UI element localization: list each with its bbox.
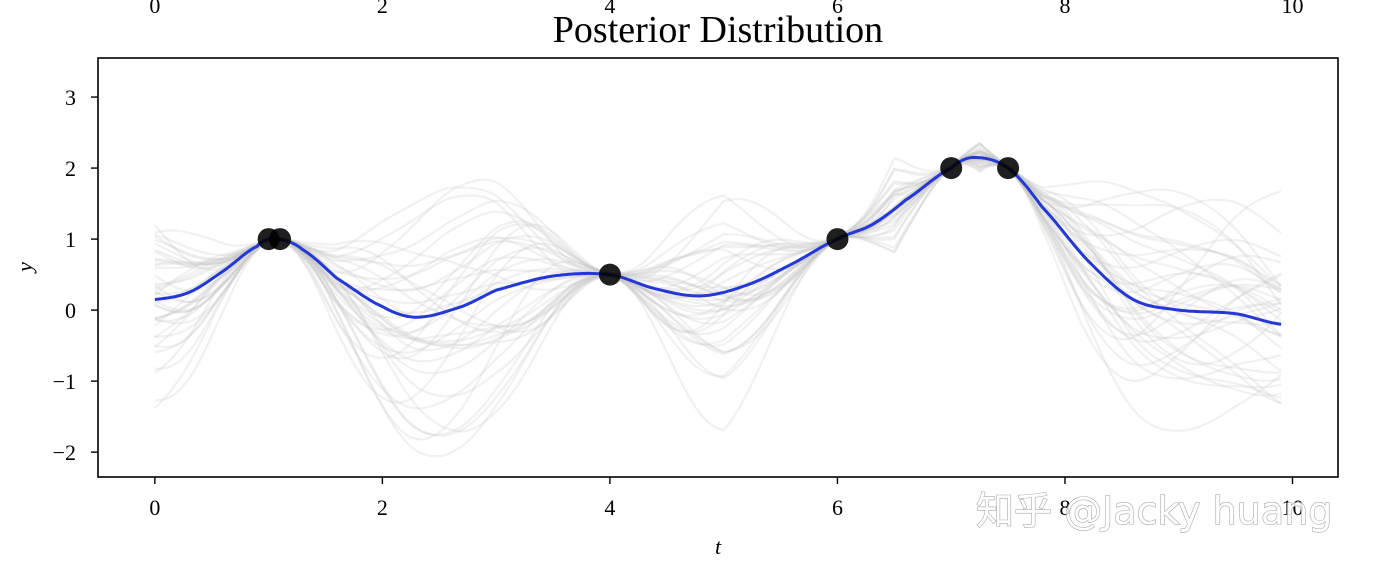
sample-line (154, 157, 1282, 349)
y-tick-label: −2 (53, 440, 76, 465)
top-axis-tick-label: 0 (149, 0, 160, 18)
y-axis-label: y (12, 262, 37, 274)
observation-point (997, 157, 1020, 180)
x-tick-label: 2 (377, 495, 388, 520)
sample-line (154, 149, 1282, 437)
sample-line (154, 151, 1282, 432)
sample-line (154, 142, 1282, 374)
sample-line (154, 158, 1282, 315)
sample-line (154, 152, 1282, 348)
x-tick-label: 8 (1059, 495, 1070, 520)
y-tick-label: 2 (65, 156, 76, 181)
sample-line (154, 160, 1282, 338)
y-tick-label: 0 (65, 298, 76, 323)
top-axis-tick-label: 10 (1281, 0, 1303, 18)
sample-line (154, 161, 1282, 334)
sample-line (154, 142, 1282, 374)
sample-line (154, 154, 1282, 389)
observation-point (940, 157, 963, 180)
sample-line (154, 142, 1282, 409)
sample-line (154, 141, 1282, 404)
sample-line (154, 160, 1282, 380)
y-tick-label: 1 (65, 227, 76, 252)
sample-line (154, 150, 1282, 410)
posterior-mean-line (154, 155, 1282, 326)
y-tick-label: 3 (65, 85, 76, 110)
watermark: 知乎 @Jacky huang (976, 489, 1332, 533)
sample-line (154, 157, 1282, 458)
sample-line (154, 149, 1282, 371)
observation-points (257, 157, 1020, 286)
sample-line (154, 157, 1282, 433)
y-tick-label: −1 (53, 369, 76, 394)
posterior-mean-series (154, 155, 1282, 326)
top-axis-tick-label: 4 (604, 0, 615, 18)
sample-line (154, 156, 1282, 331)
top-axis-tick-label: 8 (1059, 0, 1070, 18)
sample-line (154, 163, 1282, 321)
sample-line (154, 157, 1282, 398)
observation-point (269, 228, 292, 251)
x-axis-label: t (715, 534, 722, 559)
plot-frame (97, 57, 1339, 478)
chart-title: Posterior Distribution (553, 9, 883, 51)
sample-line (154, 157, 1282, 334)
sample-line (154, 162, 1282, 397)
sample-line (154, 159, 1282, 441)
top-axis-tick-label: 6 (832, 0, 843, 18)
observation-point (826, 228, 849, 251)
sample-line (154, 159, 1282, 436)
x-tick-label: 0 (149, 495, 160, 520)
x-tick-label: 6 (832, 495, 843, 520)
top-axis-tick-label: 2 (377, 0, 388, 18)
top-axis-tick-labels: 0 2 4 6 8 10 (149, 0, 1303, 18)
y-axis-ticks: −2 −1 0 1 2 3 (53, 85, 98, 465)
sample-line (154, 157, 1282, 360)
sample-line (154, 146, 1282, 343)
sample-line (154, 149, 1282, 378)
x-tick-label: 10 (1281, 495, 1303, 520)
observation-point (598, 263, 621, 286)
sample-line (154, 151, 1282, 363)
sample-line (154, 162, 1282, 405)
x-tick-label: 4 (604, 495, 615, 520)
sample-line (154, 160, 1282, 383)
sample-line (154, 159, 1282, 359)
sample-line (154, 155, 1282, 433)
posterior-samples (154, 141, 1282, 458)
sample-line (154, 147, 1282, 356)
x-axis-ticks: 0 2 4 6 8 10 (149, 477, 1303, 520)
sample-line (154, 155, 1282, 347)
